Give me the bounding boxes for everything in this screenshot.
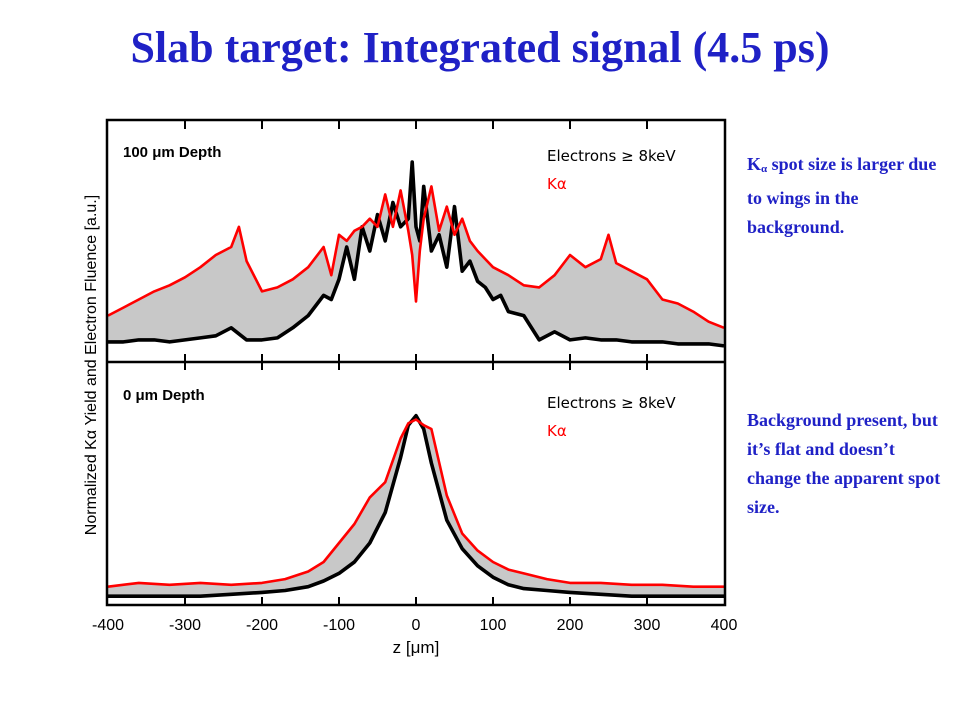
series-line-kalpha [107,418,724,589]
note-kalpha-text: spot size is larger due to wings in the … [747,154,937,237]
note-alpha-subscript: α [761,163,768,175]
x-tick-label: -100 [323,617,355,634]
panel-label-0um: 0 μm Depth [123,387,205,404]
series-layer [107,413,724,599]
difference-fill [108,175,724,346]
series-line-electrons [108,413,724,599]
difference-fill [108,415,724,597]
fill-layer [108,415,724,597]
series-layer [107,160,725,348]
x-tick-label: -400 [92,617,124,634]
note-k-symbol: K [747,154,762,174]
x-tick-label: 300 [634,617,661,634]
legend-kalpha-top: Kα [547,175,567,193]
panel-0um: 0 μm Depth Electrons ≥ 8keV Kα [107,387,724,599]
x-tick-label: 0 [412,617,421,634]
x-tick-label: 200 [557,617,584,634]
x-tick-label: 100 [480,617,507,634]
legend-kalpha-bottom: Kα [547,422,567,440]
x-tick-label: -200 [246,617,278,634]
note-kalpha-spot: Kα spot size is larger due to wings in t… [747,150,952,242]
legend-electrons-top: Electrons ≥ 8keV [547,147,676,165]
panel-100um: 100 μm Depth Electrons ≥ 8keV Kα [107,144,725,348]
panel-label-100um: 100 μm Depth [123,144,221,161]
x-tick-label: -300 [169,617,201,634]
slide-title: Slab target: Integrated signal (4.5 ps) [130,23,830,72]
note-background-flat: Background present, but it’s flat and do… [747,410,941,517]
y-axis-label: Normalized Kα Yield and Electron Fluence… [83,195,100,535]
x-axis-label: z [μm] [393,638,440,657]
x-tick-label: 400 [711,617,738,634]
legend-electrons-bottom: Electrons ≥ 8keV [547,394,676,412]
series-line-electrons [108,160,725,348]
series-line-kalpha [107,185,725,330]
fill-layer [108,175,724,346]
x-ticks: -400 -300 -200 -100 0 100 200 300 400 [92,121,737,634]
